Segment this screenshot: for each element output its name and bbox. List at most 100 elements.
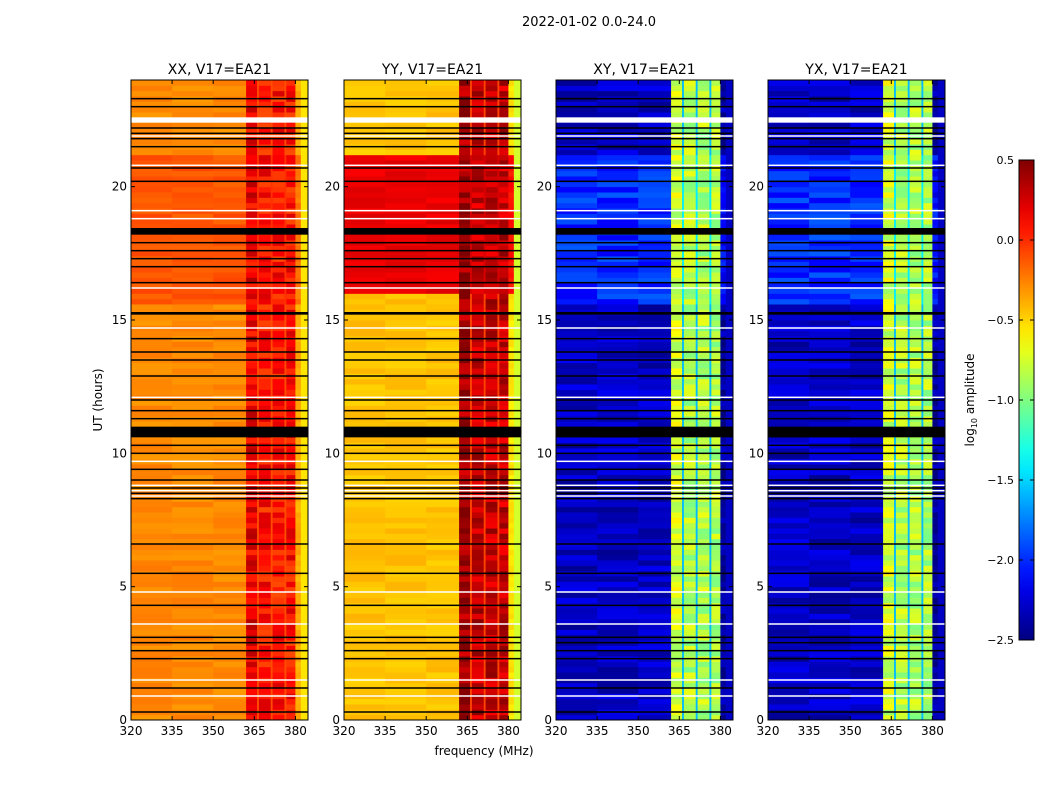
heatmap-cell — [459, 592, 471, 598]
heatmap-cell — [497, 581, 500, 588]
heatmap-cell — [470, 90, 472, 97]
heatmap-cell — [258, 106, 272, 113]
heatmap-cell — [725, 272, 734, 278]
heatmap-cell — [508, 277, 515, 284]
heatmap-cell — [131, 613, 173, 620]
heatmap-cell — [172, 469, 214, 476]
heatmap-cell — [709, 154, 712, 161]
heatmap-cell — [172, 85, 214, 92]
heatmap-cell — [284, 544, 287, 550]
heatmap-cell — [922, 592, 933, 598]
heatmap-cell — [682, 80, 684, 86]
heatmap-cell — [720, 282, 727, 289]
heatmap-cell — [485, 202, 498, 209]
heatmap-cell — [213, 666, 247, 673]
heatmap-cell — [258, 272, 272, 278]
heatmap-cell — [597, 346, 639, 353]
heatmap-cell — [285, 202, 296, 209]
gap-row — [131, 623, 308, 625]
heatmap-cell — [257, 122, 259, 129]
heatmap-cell — [246, 565, 258, 572]
heatmap-cell — [470, 320, 472, 326]
heatmap-cell — [710, 272, 721, 278]
heatmap-cell — [556, 154, 598, 161]
heatmap-cell — [258, 90, 272, 97]
heatmap-cell — [508, 666, 515, 673]
heatmap-cell — [213, 512, 247, 518]
flagged-row — [556, 649, 733, 652]
heatmap-cell — [556, 128, 598, 134]
heatmap-cell — [246, 522, 258, 529]
heatmap-cell — [471, 421, 485, 428]
heatmap-cell — [710, 282, 721, 289]
heatmap-cell — [344, 544, 386, 550]
heatmap-cell — [300, 474, 309, 481]
heatmap-cell — [921, 645, 924, 652]
heatmap-cell — [257, 288, 259, 294]
heatmap-cell — [697, 522, 710, 529]
heatmap-cell — [556, 149, 598, 156]
heatmap-cell — [597, 565, 639, 572]
heatmap-cell — [720, 128, 727, 134]
heatmap-cell — [172, 368, 214, 374]
heatmap-cell — [513, 176, 522, 182]
heatmap-cell — [270, 266, 273, 273]
heatmap-cell — [246, 592, 258, 598]
heatmap-cell — [497, 405, 500, 412]
heatmap-cell — [270, 538, 273, 545]
heatmap-cell — [498, 112, 509, 118]
heatmap-cell — [697, 629, 710, 636]
heatmap-cell — [300, 517, 309, 524]
heatmap-cell — [497, 506, 500, 513]
heatmap-cell — [720, 714, 727, 721]
heatmap-cell — [497, 464, 500, 470]
heatmap-cell — [683, 544, 697, 550]
y-tick-label: 15 — [112, 313, 127, 327]
flagged-block — [556, 228, 733, 235]
heatmap-cell — [695, 288, 698, 294]
flagged-block — [556, 426, 733, 438]
heatmap-cell — [597, 266, 639, 273]
heatmap-cell — [426, 618, 460, 625]
heatmap-cell — [697, 389, 710, 396]
heatmap-cell — [498, 544, 509, 550]
heatmap-cell — [485, 186, 498, 193]
heatmap-cell — [426, 122, 460, 129]
heatmap-cell — [284, 138, 287, 145]
heatmap-cell — [270, 112, 273, 118]
heatmap-cell — [471, 362, 485, 369]
heatmap-cell — [246, 506, 258, 513]
heatmap-cell — [426, 421, 460, 428]
heatmap-cell — [426, 528, 460, 534]
heatmap-cell — [725, 202, 734, 209]
heatmap-cell — [683, 90, 697, 97]
heatmap-cell — [258, 645, 272, 652]
flagged-row — [556, 132, 733, 135]
heatmap-cell — [695, 645, 698, 652]
heatmap-cell — [597, 224, 639, 230]
heatmap-cell — [485, 576, 498, 582]
heatmap-cell — [556, 528, 598, 534]
heatmap-cell — [497, 698, 500, 705]
heatmap-cell — [638, 154, 672, 161]
heatmap-cell — [682, 453, 684, 460]
heatmap-cell — [513, 352, 522, 358]
heatmap-cell — [272, 202, 285, 209]
heatmap-cell — [683, 330, 697, 337]
heatmap-cell — [213, 298, 247, 305]
heatmap-cell — [937, 597, 946, 604]
y-tick-label: 5 — [119, 580, 127, 594]
heatmap-cell — [470, 378, 472, 385]
heatmap-cell — [695, 464, 698, 470]
flagged-block — [556, 312, 733, 315]
heatmap-cell — [682, 192, 684, 198]
heatmap-cell — [682, 565, 684, 572]
heatmap-cell — [921, 597, 924, 604]
heatmap-cell — [483, 554, 486, 561]
heatmap-cell — [695, 480, 698, 486]
heatmap-cell — [710, 453, 721, 460]
heatmap-cell — [498, 266, 509, 273]
heatmap-cell — [295, 112, 302, 118]
heatmap-cell — [498, 400, 509, 406]
flagged-row — [344, 497, 521, 500]
